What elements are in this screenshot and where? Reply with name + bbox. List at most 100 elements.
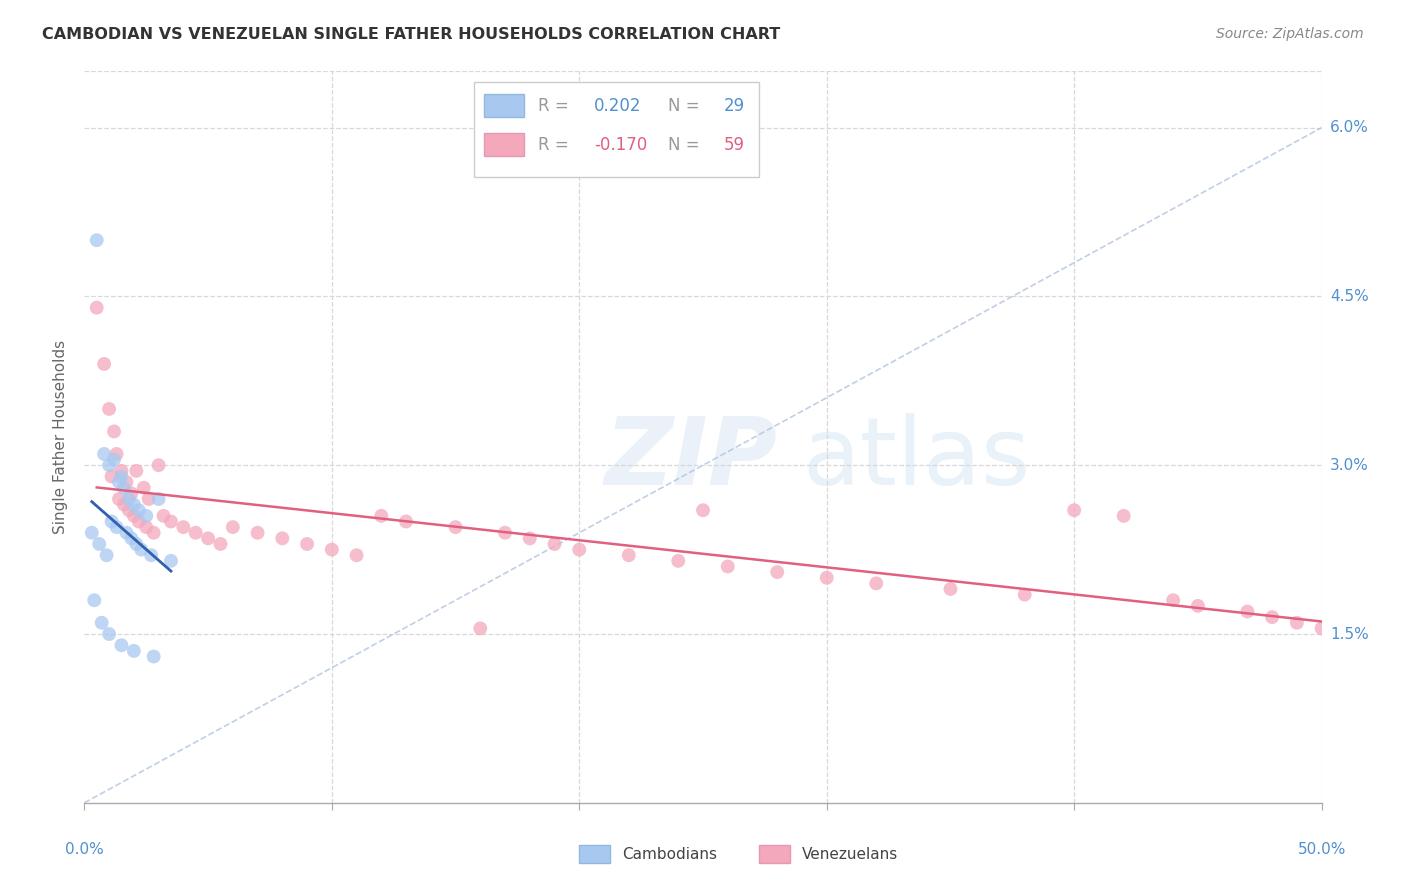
Point bbox=[1014, 588, 1036, 602]
Point bbox=[141, 548, 163, 562]
Point bbox=[160, 515, 183, 529]
Point bbox=[142, 525, 165, 540]
Point bbox=[138, 491, 160, 506]
Text: 6.0%: 6.0% bbox=[1330, 120, 1369, 135]
Point bbox=[135, 520, 157, 534]
Point bbox=[129, 542, 152, 557]
Point bbox=[717, 559, 740, 574]
Point bbox=[321, 542, 343, 557]
Text: 4.5%: 4.5% bbox=[1330, 289, 1368, 304]
Point bbox=[519, 532, 541, 546]
Point bbox=[128, 515, 150, 529]
Text: CAMBODIAN VS VENEZUELAN SINGLE FATHER HOUSEHOLDS CORRELATION CHART: CAMBODIAN VS VENEZUELAN SINGLE FATHER HO… bbox=[42, 27, 780, 42]
Point bbox=[112, 481, 135, 495]
Point bbox=[1261, 610, 1284, 624]
Point bbox=[395, 515, 418, 529]
Point bbox=[120, 532, 142, 546]
Point bbox=[346, 548, 368, 562]
Point bbox=[128, 503, 150, 517]
Point bbox=[98, 401, 121, 416]
Text: 3.0%: 3.0% bbox=[1330, 458, 1369, 473]
Text: 29: 29 bbox=[724, 96, 745, 115]
Point bbox=[197, 532, 219, 546]
Point bbox=[766, 565, 789, 579]
Point bbox=[125, 464, 148, 478]
Point bbox=[184, 525, 207, 540]
Point bbox=[666, 554, 689, 568]
Point bbox=[148, 491, 170, 506]
Point bbox=[271, 532, 294, 546]
Point bbox=[103, 425, 125, 439]
Point bbox=[105, 447, 128, 461]
Point bbox=[110, 469, 132, 483]
Text: atlas: atlas bbox=[801, 413, 1031, 505]
Point bbox=[96, 548, 118, 562]
Point bbox=[93, 357, 115, 371]
Point bbox=[118, 491, 141, 506]
Point bbox=[83, 593, 105, 607]
Point bbox=[115, 475, 138, 489]
Point bbox=[1310, 621, 1333, 635]
Text: R =: R = bbox=[538, 96, 575, 115]
Point bbox=[132, 481, 155, 495]
Point bbox=[103, 452, 125, 467]
FancyBboxPatch shape bbox=[474, 82, 759, 178]
FancyBboxPatch shape bbox=[579, 845, 610, 863]
Point bbox=[110, 638, 132, 652]
Point bbox=[90, 615, 112, 630]
Point bbox=[89, 537, 111, 551]
Point bbox=[152, 508, 174, 523]
Point bbox=[110, 464, 132, 478]
Text: Cambodians: Cambodians bbox=[623, 847, 717, 862]
Point bbox=[120, 486, 142, 500]
Point bbox=[543, 537, 565, 551]
Point bbox=[295, 537, 318, 551]
Point bbox=[105, 520, 128, 534]
Point bbox=[568, 542, 591, 557]
Point bbox=[1336, 632, 1358, 647]
Text: Venezuelans: Venezuelans bbox=[801, 847, 898, 862]
Point bbox=[1285, 615, 1308, 630]
Point bbox=[246, 525, 269, 540]
Point bbox=[939, 582, 962, 596]
Point bbox=[1187, 599, 1209, 613]
Point bbox=[98, 458, 121, 473]
Y-axis label: Single Father Households: Single Father Households bbox=[53, 340, 69, 534]
Point bbox=[108, 491, 131, 506]
FancyBboxPatch shape bbox=[759, 845, 790, 863]
Point bbox=[160, 554, 183, 568]
Point bbox=[222, 520, 245, 534]
Text: 0.0%: 0.0% bbox=[65, 842, 104, 856]
Point bbox=[108, 475, 131, 489]
Point bbox=[100, 469, 122, 483]
Text: N =: N = bbox=[668, 136, 706, 153]
Text: 50.0%: 50.0% bbox=[1298, 842, 1346, 856]
Text: Source: ZipAtlas.com: Source: ZipAtlas.com bbox=[1216, 27, 1364, 41]
Point bbox=[692, 503, 714, 517]
Point bbox=[122, 508, 145, 523]
Point bbox=[815, 571, 838, 585]
Point bbox=[370, 508, 392, 523]
Point bbox=[112, 498, 135, 512]
Point bbox=[86, 301, 108, 315]
Text: 0.202: 0.202 bbox=[595, 96, 641, 115]
Point bbox=[209, 537, 232, 551]
Point bbox=[135, 508, 157, 523]
Point bbox=[80, 525, 103, 540]
Text: 59: 59 bbox=[724, 136, 745, 153]
Text: 1.5%: 1.5% bbox=[1330, 626, 1368, 641]
Text: ZIP: ZIP bbox=[605, 413, 778, 505]
Point bbox=[1236, 605, 1258, 619]
Point bbox=[1112, 508, 1135, 523]
Point bbox=[1323, 627, 1346, 641]
Point bbox=[617, 548, 640, 562]
Point bbox=[115, 525, 138, 540]
Text: -0.170: -0.170 bbox=[595, 136, 647, 153]
Point bbox=[444, 520, 467, 534]
Point bbox=[1063, 503, 1085, 517]
Point bbox=[98, 627, 121, 641]
Point bbox=[142, 649, 165, 664]
Point bbox=[172, 520, 194, 534]
Text: R =: R = bbox=[538, 136, 575, 153]
Point bbox=[93, 447, 115, 461]
